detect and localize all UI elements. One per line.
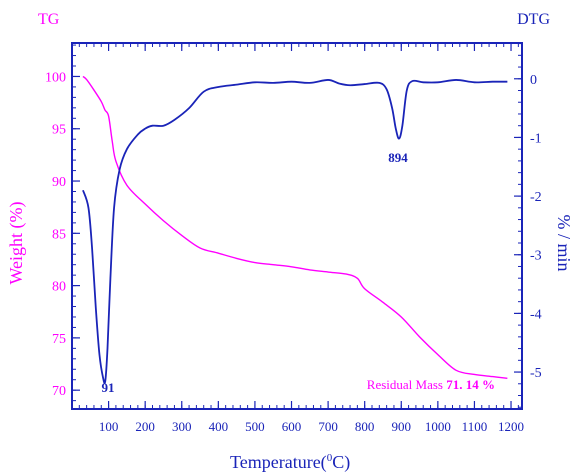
x-tick-label: 1000 xyxy=(425,419,451,434)
y-axis-label: Weight (%) xyxy=(6,201,27,284)
y2-tick-label: 0 xyxy=(530,73,537,88)
series-line-dtg xyxy=(82,79,508,385)
y-tick-label: 80 xyxy=(52,280,66,295)
plot-frame xyxy=(71,42,523,410)
series-layer xyxy=(82,75,508,385)
x-axis-label: Temperature(0C) xyxy=(230,452,350,473)
dtg-peak-label-894: 894 xyxy=(388,150,408,165)
y2-tick-label: -1 xyxy=(530,131,542,146)
dtg-title: DTG xyxy=(517,11,550,28)
residual-mass-value: 71. 14 % xyxy=(446,377,495,392)
x-tick-label: 900 xyxy=(392,419,412,434)
residual-mass-annotation: Residual Mass 71. 14 % xyxy=(367,377,495,392)
x-tick-label: 800 xyxy=(355,419,375,434)
minor-tick-layer xyxy=(72,43,522,409)
dtg-peak-label-91: 91 xyxy=(102,380,115,395)
y2-tick-label: -5 xyxy=(530,366,542,381)
x-axis-label-sup: 0 xyxy=(327,452,333,464)
x-axis-label-end: C) xyxy=(332,452,350,473)
residual-mass-prefix: Residual Mass xyxy=(367,377,446,392)
y2-tick-label: -3 xyxy=(530,249,542,264)
y-tick-label: 95 xyxy=(52,123,66,138)
x-tick-label: 300 xyxy=(172,419,192,434)
y2-axis-label: % / min xyxy=(554,215,574,272)
tick-layer: 100 200 300 400 500 600 700 800 900 1000 1100 12007… xyxy=(45,43,542,434)
y-tick-label: 100 xyxy=(45,70,66,85)
y-tick-label: 75 xyxy=(52,332,66,347)
x-tick-label: 700 xyxy=(318,419,338,434)
x-tick-label: 600 xyxy=(282,419,302,434)
y2-tick-label: -4 xyxy=(530,307,542,322)
y-tick-label: 90 xyxy=(52,175,66,190)
y-tick-label: 85 xyxy=(52,227,66,242)
y-tick-label: 70 xyxy=(52,384,66,399)
x-tick-label: 500 xyxy=(245,419,265,434)
x-tick-label: 100 xyxy=(99,419,119,434)
x-tick-label: 200 xyxy=(135,419,155,434)
x-axis-label-text: Temperature( xyxy=(230,452,327,473)
x-tick-label: 400 xyxy=(209,419,229,434)
series-line-tg xyxy=(82,75,508,379)
y2-tick-label: -2 xyxy=(530,190,542,205)
x-tick-label: 1200 xyxy=(498,419,524,434)
x-tick-label: 1100 xyxy=(462,419,488,434)
tg-title: TG xyxy=(38,11,60,28)
